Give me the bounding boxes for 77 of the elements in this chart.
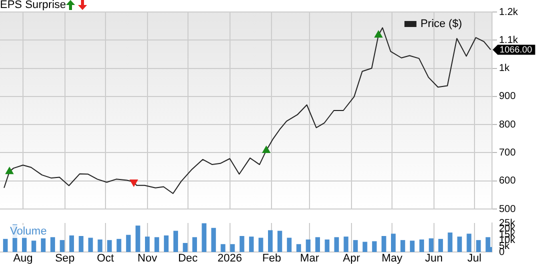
annotation: 1066.00 xyxy=(500,44,532,55)
x-tick-label: Jun xyxy=(425,252,443,264)
bar xyxy=(3,238,8,252)
bar xyxy=(391,234,396,252)
bar xyxy=(88,238,93,252)
y-tick-label: 1k xyxy=(499,63,511,74)
bar xyxy=(98,239,102,252)
bar xyxy=(362,242,368,252)
bar xyxy=(334,237,339,252)
x-tick-label: Sep xyxy=(55,252,75,264)
bar xyxy=(372,241,377,252)
bar xyxy=(419,239,424,252)
bar xyxy=(258,238,264,252)
point xyxy=(374,30,383,38)
x-tick-label: Aug xyxy=(13,252,33,264)
bar xyxy=(136,226,140,252)
bar xyxy=(315,237,320,252)
legend-label: Price ($) xyxy=(420,18,462,30)
bar xyxy=(277,230,282,252)
point xyxy=(5,166,14,174)
bar xyxy=(40,238,46,252)
bar xyxy=(324,239,330,252)
bar xyxy=(344,236,348,252)
y-tick-label: 1.2k xyxy=(499,6,519,18)
bar xyxy=(192,237,197,252)
bar xyxy=(428,238,434,252)
bar xyxy=(145,236,150,252)
bar xyxy=(50,237,56,252)
bar xyxy=(230,244,235,252)
bar xyxy=(240,236,244,252)
bar xyxy=(182,242,188,252)
bar xyxy=(382,236,386,252)
bar xyxy=(211,228,216,252)
y-tick-label: 500 xyxy=(499,204,516,215)
bar xyxy=(173,230,178,252)
y-tick-label: 600 xyxy=(499,176,516,187)
bar xyxy=(69,235,74,252)
bar xyxy=(31,240,36,252)
bar xyxy=(60,240,65,252)
bar xyxy=(353,240,358,252)
chart-title: EPS Surprise xyxy=(0,0,68,11)
bar xyxy=(448,232,452,252)
bar xyxy=(457,236,462,252)
x-tick-label: Apr xyxy=(342,252,360,264)
x-tick-label: May xyxy=(382,252,403,264)
y-tick-label: 900 xyxy=(499,91,516,102)
x-tick-label: Dec xyxy=(178,252,198,264)
x-tick-label: Nov xyxy=(138,252,158,264)
y-tick-label: 1.1k xyxy=(499,34,519,46)
bar xyxy=(476,240,481,252)
bar xyxy=(154,237,160,252)
y-tick-label: 700 xyxy=(499,147,516,158)
x-tick-label: Mar xyxy=(300,252,320,264)
bar xyxy=(466,234,472,252)
x-tick-label: Feb xyxy=(262,252,282,264)
y-tick-label: 800 xyxy=(499,119,516,130)
bar xyxy=(486,237,490,252)
bar xyxy=(78,236,84,252)
bar xyxy=(296,244,302,252)
bar xyxy=(306,239,311,252)
bar xyxy=(107,240,112,252)
point xyxy=(262,145,271,153)
series-label: Volume xyxy=(10,226,47,238)
bar xyxy=(438,238,443,252)
bar xyxy=(400,240,406,252)
bar xyxy=(286,238,292,252)
bar xyxy=(410,240,415,252)
bar xyxy=(164,235,169,252)
bar xyxy=(220,244,226,252)
bar xyxy=(268,230,273,252)
bar xyxy=(249,236,254,252)
bar xyxy=(126,234,131,252)
bar xyxy=(202,223,206,252)
x-tick-label: Jul xyxy=(467,252,482,264)
x-tick-label: 2026 xyxy=(218,252,242,264)
bar xyxy=(116,238,122,252)
x-tick-label: Oct xyxy=(96,252,114,264)
